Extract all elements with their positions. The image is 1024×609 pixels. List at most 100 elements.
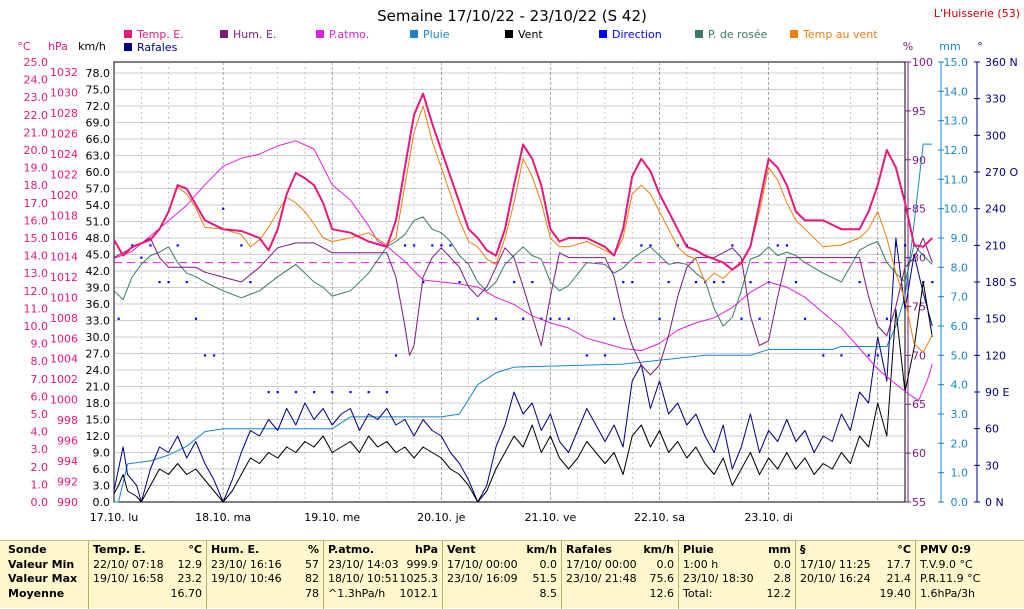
direction-point [904, 244, 907, 247]
y-tick-kmh: 36.0 [86, 298, 111, 311]
summary-row-label: Sonde [8, 543, 47, 556]
summary-col-header: Temp. E. °C [93, 543, 202, 558]
legend-swatch [316, 30, 324, 38]
direction-point [385, 391, 388, 394]
legend-label: P.atmo. [329, 28, 369, 41]
direction-point [667, 281, 670, 284]
summary-cell: 17/10/ 00:00 0.0 [566, 558, 674, 573]
y-tick-deg: 0 N [985, 496, 1004, 509]
summary-cell: 1:00 h 0.0 [683, 558, 791, 573]
y-tick-mm: 14.0 [944, 85, 969, 98]
y-tick-pct: 100 [912, 56, 933, 69]
y-tick-hpa: 1008 [50, 312, 78, 325]
direction-point [476, 317, 479, 320]
y-tick-kmh: 9.0 [93, 447, 111, 460]
chart-legend: Temp. E. Hum. E. P.atmo. Pluie Vent Direction… [124, 28, 878, 54]
summary-cell-value: 1025.3 [399, 572, 439, 585]
legend-swatch [124, 43, 132, 51]
summary-col: Rafales km/h 17/10/ 00:00 0.0 23/10/ 21:48 75… [561, 541, 678, 609]
direction-point [522, 317, 525, 320]
direction-point [194, 317, 198, 320]
summary-col-unit: °C [188, 543, 202, 556]
summary-cell-value: 82 [305, 572, 319, 585]
summary-cell-label: 17/10/ 00:00 [447, 557, 518, 571]
summary-col: Hum. E.% 23/10/ 16:16 57 19/10/ 10:46 82 78 [206, 541, 323, 609]
direction-point [149, 244, 152, 247]
direction-point [440, 244, 443, 247]
y-tick-hpa: 1002 [50, 373, 78, 386]
summary-col: Pluie mm 1:00 h 0.0 23/10/ 18:30 2.8 Total: 12.… [678, 541, 795, 609]
summary-col-title: Pluie [683, 543, 714, 556]
summary-col-title: Temp. E. [93, 543, 146, 556]
y-tick-temp: 1.0 [31, 478, 49, 491]
direction-point [567, 317, 570, 320]
y-tick-mm: 0.0 [951, 496, 969, 509]
legend-swatch [505, 30, 513, 38]
series-line-rafales [113, 237, 933, 503]
summary-cell-value: 17.7 [886, 557, 912, 571]
y-tick-mm: 7.0 [951, 291, 969, 304]
legend-swatch [220, 30, 228, 38]
direction-point [431, 244, 434, 247]
axis-units: °C hPa km/h% mm ° [17, 40, 982, 53]
y-tick-temp: 16.0 [24, 214, 49, 227]
legend-label: Temp au vent [802, 28, 878, 41]
series [113, 92, 934, 503]
station-name: L'Huisserie (53) [934, 7, 1020, 20]
y-tick-temp: 2.0 [31, 461, 49, 474]
axis-unit-deg: ° [977, 40, 983, 53]
y-tick-hpa: 990 [57, 496, 78, 509]
legend-label: Vent [518, 28, 543, 41]
direction-point [731, 244, 734, 247]
summary-cell-value: 75.6 [649, 572, 675, 585]
summary-col-header: Pluie mm [683, 543, 791, 558]
y-tick-hpa: 1020 [50, 189, 78, 202]
summary-col-unit: hPa [414, 543, 438, 556]
summary-col-unit: km/h [643, 543, 674, 556]
summary-cell-label: 1:00 h [683, 557, 719, 571]
y-tick-deg: 300 [985, 129, 1006, 142]
y-tick-temp: 17.0 [24, 197, 49, 210]
summary-col-title: § [800, 543, 806, 556]
y-tick-pct: 95 [912, 105, 926, 118]
y-tick-hpa: 1010 [50, 291, 78, 304]
summary-row-label: Moyenne [8, 586, 65, 600]
y-tick-temp: 20.0 [24, 144, 49, 157]
summary-cell: T.V.9.0 °C [920, 558, 1020, 573]
summary-cell: 8.5 [447, 587, 558, 602]
direction-point [422, 281, 425, 284]
direction-point [740, 317, 743, 320]
y-tick-kmh: 33.0 [86, 315, 111, 328]
legend-swatch [790, 30, 798, 38]
y-tick-hpa: 1022 [50, 169, 78, 182]
y-tick-kmh: 3.0 [93, 480, 111, 493]
summary-cell-label: 19/10/ 10:46 [211, 572, 282, 585]
y-tick-hpa: 1032 [50, 66, 78, 79]
summary-cell: 17/10/ 11:25 17.7 [800, 558, 911, 573]
y-tick-temp: 18.0 [24, 179, 49, 192]
x-tick-label: 22.10. sa [634, 511, 685, 524]
y-tick-temp: 9.0 [31, 338, 49, 351]
y-tick-mm: 3.0 [951, 408, 969, 421]
y-tick-mm: 12.0 [944, 144, 969, 157]
legend-swatch [410, 30, 418, 38]
summary-cell-label: 18/10/ 10:51 [328, 572, 399, 585]
y-tick-kmh: 21.0 [86, 381, 111, 394]
direction-point [622, 281, 625, 284]
summary-cell-label: 23/10/ 16:09 [447, 572, 518, 585]
x-tick-label: 19.10. me [304, 511, 360, 524]
summary-cell-label: 23/10/ 21:48 [566, 572, 637, 585]
y-tick-mm: 2.0 [951, 437, 969, 450]
summary-panel: Sonde Valeur Min Valeur Max Moyenne Temp. E.… [0, 540, 1024, 609]
summary-cell: 78 [211, 587, 319, 602]
y-tick-pct: 90 [912, 154, 926, 167]
y-tick-kmh: 69.0 [86, 117, 111, 130]
summary-cell-label: 1.6hPa/3h [920, 586, 976, 600]
y-tick-hpa: 1026 [50, 128, 78, 141]
direction-point [713, 281, 716, 284]
summary-cell-value: 999.9 [406, 557, 439, 571]
legend-label: Pluie [423, 28, 450, 41]
y-tick-hpa: 998 [57, 414, 78, 427]
direction-point [649, 244, 652, 247]
summary-cell: 17/10/ 00:00 0.0 [447, 558, 557, 573]
